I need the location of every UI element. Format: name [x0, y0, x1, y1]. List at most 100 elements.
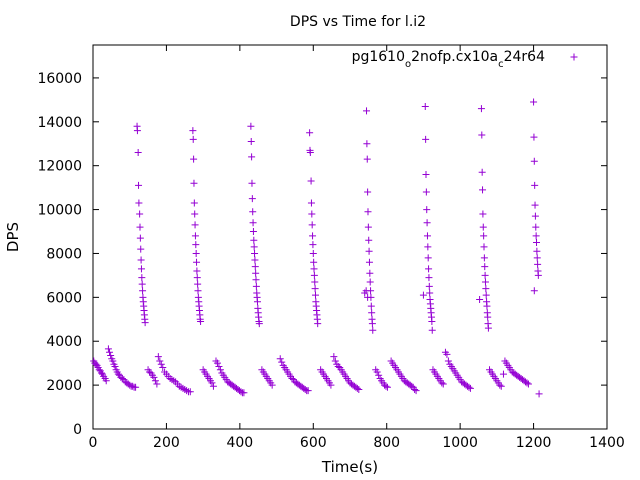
data-point	[276, 355, 284, 363]
data-point	[193, 267, 201, 275]
data-point	[194, 280, 202, 288]
data-point	[268, 381, 276, 389]
data-point	[141, 319, 149, 327]
y-tick-label: 10000	[37, 203, 82, 219]
data-point	[132, 383, 140, 391]
data-point	[480, 232, 488, 240]
data-point	[365, 258, 373, 266]
data-point	[186, 388, 194, 396]
data-point	[304, 387, 312, 395]
data-point	[240, 389, 248, 397]
data-point	[138, 280, 146, 288]
data-point	[252, 276, 260, 284]
data-point	[366, 278, 374, 286]
data-point	[154, 353, 162, 361]
data-point	[478, 168, 486, 176]
data-point	[213, 359, 221, 367]
data-point	[535, 390, 543, 398]
data-point	[533, 238, 541, 246]
data-point	[250, 236, 258, 244]
data-point	[157, 360, 165, 368]
plot-area-frame	[92, 44, 608, 430]
x-tick-label: 0	[89, 435, 98, 451]
data-point	[426, 289, 434, 297]
data-point	[465, 383, 473, 391]
data-point	[422, 135, 430, 143]
data-point	[107, 351, 115, 359]
data-point	[532, 232, 540, 240]
axis-ticks: 0 200 400 600 800 1000 1200 1400020004000600080…	[37, 45, 625, 451]
data-point	[193, 274, 201, 282]
data-point	[530, 98, 538, 106]
data-point	[197, 317, 205, 325]
data-point	[309, 241, 317, 249]
data-point	[366, 269, 374, 277]
data-point	[383, 383, 391, 391]
data-point	[533, 254, 541, 262]
data-point	[134, 149, 142, 157]
data-point	[424, 243, 432, 251]
data-point	[327, 381, 335, 389]
data-point	[191, 221, 199, 229]
data-point	[137, 245, 145, 253]
data-point	[249, 219, 257, 227]
data-point	[255, 320, 263, 328]
data-point	[530, 133, 538, 141]
chart-title: DPS vs Time for l.i2	[290, 14, 426, 30]
data-point	[423, 219, 431, 227]
y-tick-label: 16000	[37, 71, 82, 87]
data-point	[421, 102, 429, 110]
data-point	[252, 282, 260, 290]
data-point	[135, 199, 143, 207]
data-point	[480, 243, 488, 251]
data-point	[118, 375, 126, 383]
legend-marker-icon	[570, 53, 578, 61]
data-point	[153, 380, 161, 388]
data-point	[190, 199, 198, 207]
data-point	[109, 357, 117, 365]
data-point	[443, 350, 451, 358]
y-tick-label: 14000	[37, 115, 82, 131]
data-point	[477, 105, 485, 113]
data-point	[189, 135, 197, 143]
data-point	[309, 249, 317, 257]
data-point	[382, 382, 390, 390]
data-point	[310, 271, 318, 279]
data-point	[479, 223, 487, 231]
data-point	[189, 127, 197, 135]
data-point	[369, 326, 377, 334]
x-tick-label: 200	[153, 435, 180, 451]
legend-part: 24r64	[504, 49, 545, 65]
data-point	[310, 265, 318, 273]
data-point	[190, 155, 198, 163]
y-tick-label: 2000	[46, 378, 82, 394]
data-point	[425, 282, 433, 290]
data-point	[193, 258, 201, 266]
data-point	[479, 186, 487, 194]
data-point	[425, 265, 433, 273]
data-point	[311, 278, 319, 286]
data-point	[310, 258, 318, 266]
data-point	[368, 309, 376, 317]
data-point	[481, 263, 489, 271]
data-point	[314, 320, 322, 328]
data-point	[331, 357, 339, 365]
data-point	[364, 293, 372, 301]
data-point	[422, 188, 430, 196]
data-point	[249, 228, 257, 236]
data-point	[330, 353, 338, 361]
data-point	[480, 254, 488, 262]
legend-part: 2nofp.cx10a	[411, 49, 498, 65]
data-point	[411, 386, 419, 394]
data-point	[111, 362, 119, 370]
data-point	[364, 223, 372, 231]
data-point	[133, 127, 141, 135]
data-point	[308, 210, 316, 218]
data-point	[533, 247, 541, 255]
data-point	[208, 379, 216, 387]
data-point	[156, 357, 164, 365]
data-point	[422, 170, 430, 178]
data-point	[306, 129, 314, 137]
data-point	[253, 298, 261, 306]
